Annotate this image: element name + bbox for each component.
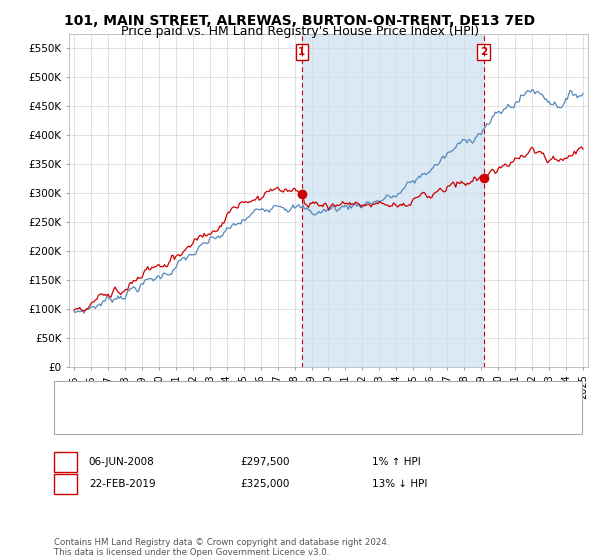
- Text: 22-FEB-2019: 22-FEB-2019: [89, 479, 155, 489]
- Text: 101, MAIN STREET, ALREWAS, BURTON-ON-TRENT, DE13 7ED (detached house): 101, MAIN STREET, ALREWAS, BURTON-ON-TRE…: [99, 388, 487, 398]
- Text: 2: 2: [62, 479, 69, 489]
- Text: HPI: Average price, detached house, Lichfield: HPI: Average price, detached house, Lich…: [99, 410, 321, 421]
- Text: Price paid vs. HM Land Registry's House Price Index (HPI): Price paid vs. HM Land Registry's House …: [121, 25, 479, 38]
- Text: ——: ——: [69, 409, 94, 422]
- Text: 1: 1: [62, 457, 69, 467]
- Text: £325,000: £325,000: [240, 479, 289, 489]
- Text: 06-JUN-2008: 06-JUN-2008: [89, 457, 155, 467]
- Text: Contains HM Land Registry data © Crown copyright and database right 2024.
This d: Contains HM Land Registry data © Crown c…: [54, 538, 389, 557]
- Text: £297,500: £297,500: [240, 457, 290, 467]
- Text: 2: 2: [480, 47, 487, 57]
- Text: 13% ↓ HPI: 13% ↓ HPI: [372, 479, 427, 489]
- Text: 101, MAIN STREET, ALREWAS, BURTON-ON-TRENT, DE13 7ED: 101, MAIN STREET, ALREWAS, BURTON-ON-TRE…: [64, 14, 536, 28]
- Text: 1: 1: [298, 47, 305, 57]
- Text: ——: ——: [69, 386, 94, 400]
- Text: 1% ↑ HPI: 1% ↑ HPI: [372, 457, 421, 467]
- Bar: [302, 34, 484, 367]
